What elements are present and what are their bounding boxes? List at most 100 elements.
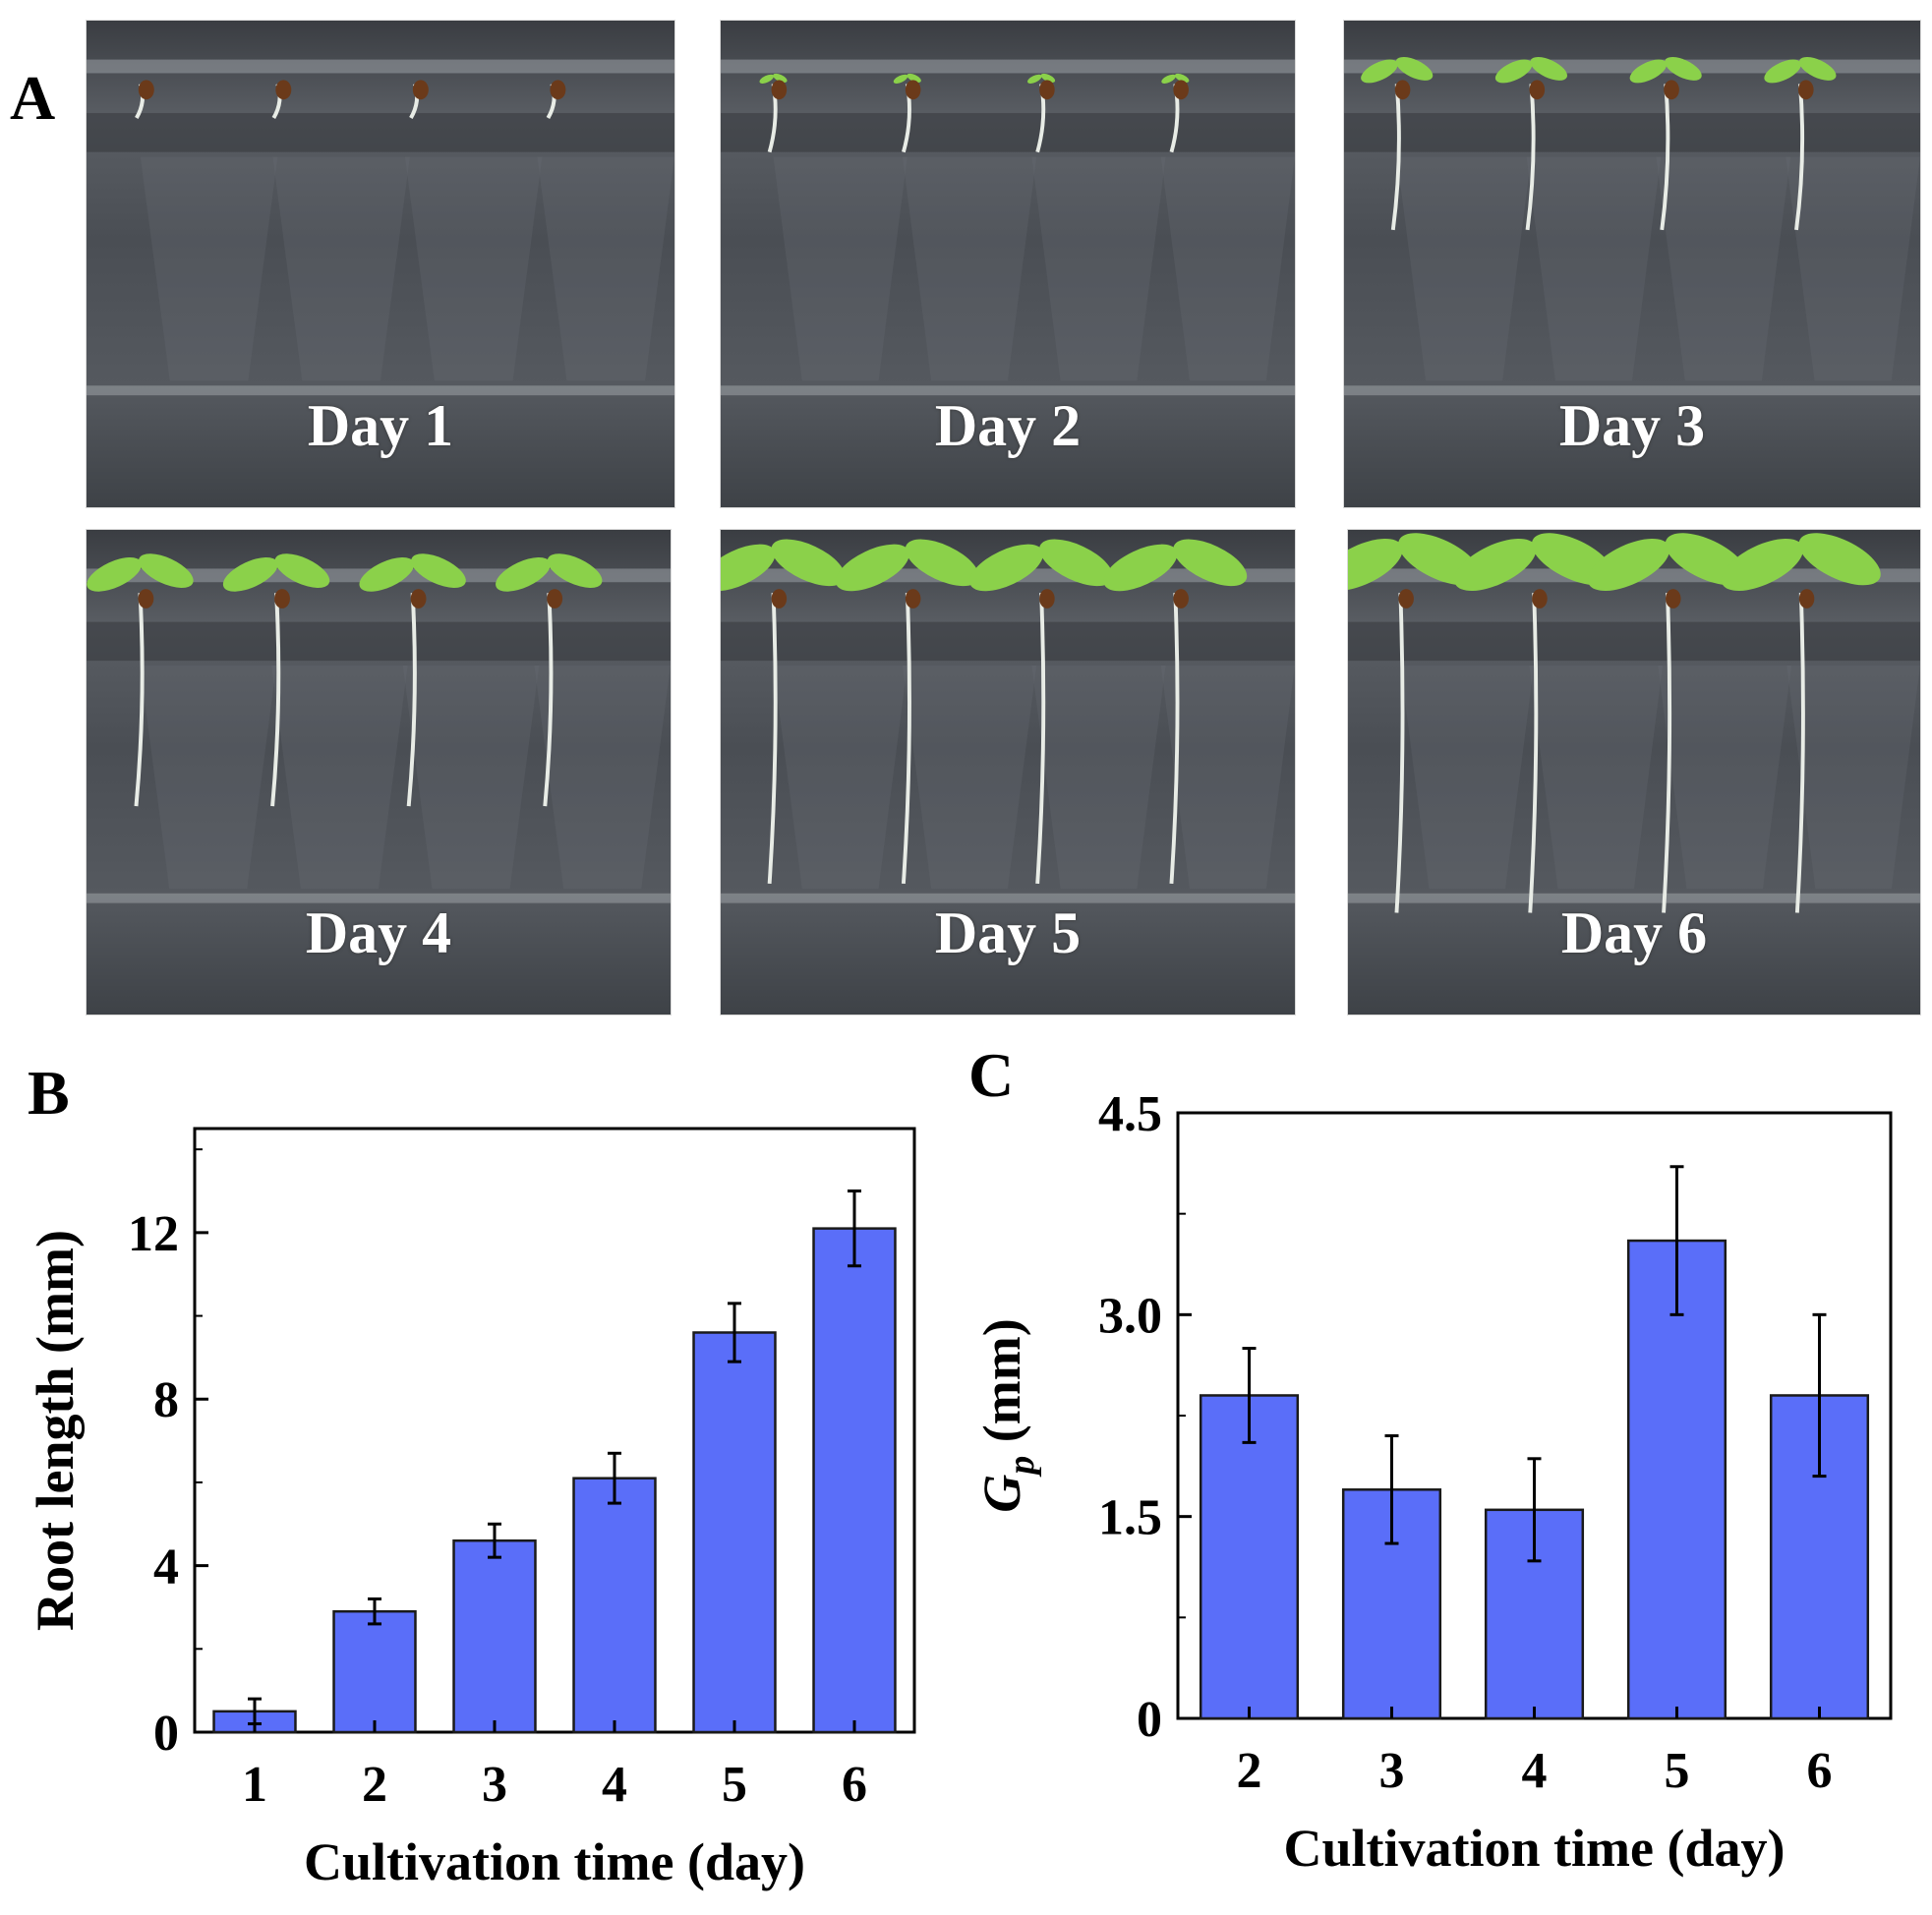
cotyledon [1395,56,1434,81]
photo-label: Day 6 [1560,900,1708,965]
seed [1039,80,1055,100]
bar [332,1609,417,1734]
cotyledon [274,553,330,588]
tube-well [1658,666,1792,889]
bar [812,1227,897,1734]
cotyledon [1629,59,1668,84]
x-tick-label: 3 [482,1757,507,1813]
cotyledon [721,544,776,592]
x-tick-label: 4 [1522,1743,1548,1799]
seed [771,589,788,609]
photo-day-1: Day 1 [86,20,675,508]
photo-day-3: Day 3 [1343,20,1921,508]
plate-edge [87,385,674,396]
tube-well [140,666,277,889]
seedling-illustration [1344,56,1920,396]
root [1390,84,1401,231]
root [1394,593,1405,913]
tube-well [1529,666,1664,889]
cotyledon [1494,59,1533,84]
tube-well [1786,156,1920,381]
cotyledon [1361,59,1398,84]
tube-well [1400,666,1535,889]
tube-well [402,666,540,889]
seed [1173,80,1189,100]
tube-well [1160,666,1295,889]
root [406,592,417,807]
cotyledon [1798,56,1837,81]
tube-well [1526,156,1662,381]
plate-shadow [721,113,1295,152]
plate-edge [721,893,1295,903]
seed [771,80,788,100]
cotyledon [1161,74,1176,84]
tube-well [1031,666,1166,889]
tube-well [1031,156,1166,381]
tube-well [404,156,543,381]
root [1525,84,1536,231]
root [1169,593,1180,885]
x-tick-label: 6 [842,1757,867,1813]
seed [138,589,154,609]
bar [692,1331,777,1734]
seed [274,589,290,609]
seed [1797,80,1814,100]
root [1660,84,1670,231]
y-tick-label: 12 [128,1206,179,1262]
cotyledon [547,553,603,588]
cotyledon [222,556,278,592]
photo-day-6: Day 6 [1347,529,1921,1016]
tube-well [902,666,1037,889]
root [1035,593,1046,885]
cotyledon [1530,56,1568,81]
plot-frame [193,1127,916,1734]
gp-chart: 0 1.5 3.0 4.5 2 3 4 5 6 Cultivation time (day) Gp … [972,1086,1893,1878]
plate-shadow [1348,621,1920,662]
cotyledon [1039,539,1113,587]
seed [905,80,921,100]
x-axis-label: Cultivation time (day) [1284,1819,1786,1878]
seed [1173,589,1189,609]
photo-day-5: Day 5 [720,529,1296,1016]
x-tick-label: 5 [722,1757,747,1813]
seed [1398,589,1414,609]
root [543,592,554,807]
photo-day-4: Day 4 [86,529,672,1016]
photo-label: Day 1 [307,393,454,458]
seed [1666,589,1681,609]
cotyledon [1040,73,1056,83]
plate-edge [1344,385,1920,396]
cotyledon [1173,539,1248,587]
panel-label-a: A [10,63,56,133]
root [134,592,145,807]
plate-ridge [87,59,674,74]
seedling-illustration [1348,533,1920,913]
seed [547,589,563,609]
plate-shadow [1344,113,1920,152]
cotyledon [1764,59,1801,84]
cotyledon [907,73,921,83]
seed [905,589,921,609]
seed [1664,80,1679,100]
cotyledon [1665,56,1702,81]
seed [412,80,429,100]
seed [410,589,427,609]
seed [275,80,292,100]
plate-shadow [721,621,1295,662]
x-tick-label: 5 [1665,1743,1690,1799]
y-tick-label: 8 [153,1372,179,1428]
seed [1798,589,1815,609]
y-tick-label: 0 [153,1706,179,1762]
seed [138,80,154,100]
seed [550,80,566,100]
cotyledon [1348,538,1403,592]
photo-label: Day 5 [934,900,1082,965]
seedling-illustration [721,539,1295,903]
cotyledon [138,553,194,588]
x-tick-label: 3 [1379,1743,1405,1799]
root [1528,593,1539,913]
bar [1626,1239,1727,1720]
cotyledon [835,544,909,592]
y-tick-label: 3.0 [1098,1288,1162,1344]
panel-label-c: C [968,1040,1015,1110]
